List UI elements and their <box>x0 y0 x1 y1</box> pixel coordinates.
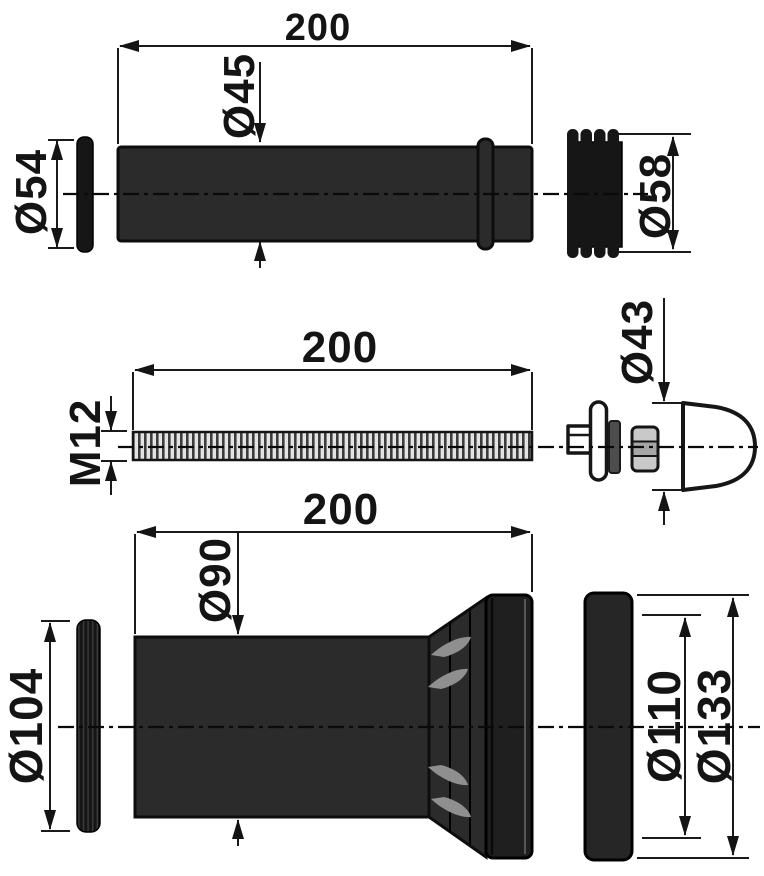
rosette-nut <box>566 400 609 482</box>
dim-top-length: 200 <box>117 7 533 144</box>
sleeve-rib <box>567 129 579 258</box>
dim-mid-length-label: 200 <box>302 323 378 372</box>
hex-nut <box>630 425 660 473</box>
rosette-blade <box>588 400 609 482</box>
dim-mid-cap-od-label: Ø43 <box>613 299 662 385</box>
dim-top-pipe-od: Ø45 <box>215 53 266 268</box>
sealing-fin <box>431 797 471 818</box>
dim-bottom-pipe-od: Ø90 <box>191 533 244 846</box>
dim-bottom-length-label: 200 <box>303 485 379 534</box>
dim-top-gasket-od-label: Ø54 <box>7 149 56 235</box>
dim-bottom-gasket-od: Ø104 <box>0 620 70 832</box>
dim-bottom-pipe-od-label: Ø90 <box>191 537 240 623</box>
sealing-fin <box>428 668 468 689</box>
dim-top-length-label: 200 <box>285 7 351 49</box>
dim-top-pipe-od-label: Ø45 <box>215 53 264 139</box>
view-wc-connector: 200 Ø90 Ø104 <box>0 485 760 862</box>
sleeve-rib <box>594 129 606 258</box>
view-flush-pipe: 200 Ø45 Ø54 <box>7 7 691 268</box>
dim-top-sleeve-od-label: Ø58 <box>631 153 680 239</box>
dim-top-gasket-od: Ø54 <box>7 139 74 249</box>
dim-mid-length: 200 <box>132 323 533 430</box>
dim-top-sleeve-od: Ø58 <box>618 133 691 253</box>
dim-mid-cap-od: Ø43 <box>613 298 681 525</box>
sealing-fin <box>431 636 471 657</box>
dim-bottom-gasket-od-label: Ø104 <box>0 668 52 785</box>
dim-bottom-length: 200 <box>134 485 533 634</box>
dim-mid-thread-label: M12 <box>61 399 110 488</box>
view-threaded-rod: 200 M12 <box>61 298 758 525</box>
dim-mid-thread: M12 <box>61 396 127 495</box>
sealing-fin <box>428 765 468 786</box>
